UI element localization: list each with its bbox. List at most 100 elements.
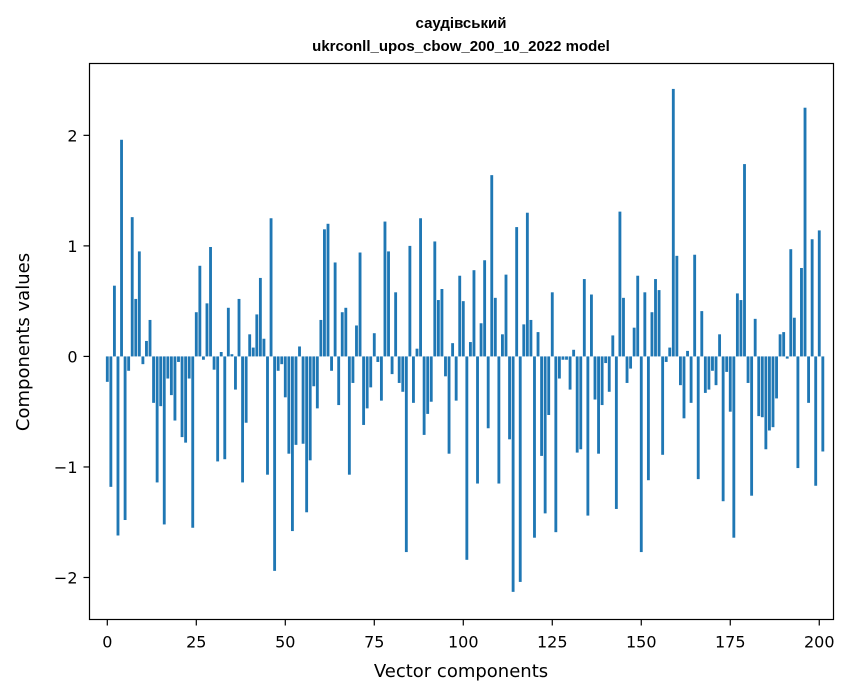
bar <box>735 293 739 357</box>
bar <box>604 356 608 364</box>
bar <box>305 356 309 513</box>
x-tick-label: 75 <box>364 633 384 652</box>
bar <box>703 356 707 393</box>
bar <box>550 292 554 357</box>
bar <box>116 356 120 536</box>
x-axis-ticks: 0 25 50 75 100 125 150 175 200 <box>102 619 835 652</box>
bar <box>810 239 814 357</box>
bar <box>323 229 326 357</box>
bar <box>319 319 323 357</box>
bar <box>611 335 615 357</box>
bar <box>807 356 811 403</box>
bar <box>661 356 665 455</box>
bar <box>120 139 123 357</box>
bar <box>280 356 284 365</box>
bar <box>575 356 579 453</box>
bar <box>244 356 248 423</box>
bar <box>230 354 234 357</box>
bar <box>152 356 155 403</box>
bar <box>743 164 746 357</box>
bar <box>814 356 818 486</box>
y-axis-ticks: −2 −1 0 1 2 <box>54 126 90 587</box>
bar <box>365 356 369 409</box>
bar <box>540 356 544 456</box>
bar <box>490 175 494 357</box>
bar <box>216 356 220 462</box>
chart-title-line-2: ukrconll_upos_cbow_200_10_2022 model <box>312 38 610 55</box>
bar <box>522 324 526 357</box>
bar <box>173 356 177 421</box>
bar <box>668 347 672 357</box>
bar <box>778 334 782 357</box>
bar <box>451 343 455 357</box>
bar <box>764 356 768 450</box>
bar <box>671 88 675 357</box>
bar <box>686 350 689 357</box>
bar <box>159 356 163 407</box>
bar <box>557 356 561 379</box>
bar <box>675 255 679 357</box>
bar <box>266 356 269 475</box>
bar <box>301 356 305 444</box>
bar <box>586 356 590 516</box>
bar <box>682 356 686 419</box>
bar <box>746 356 750 383</box>
y-tick-label: 0 <box>67 347 77 366</box>
bar <box>714 356 718 386</box>
x-tick-label: 150 <box>626 633 657 652</box>
bar <box>290 356 294 532</box>
bar <box>383 221 387 357</box>
bar <box>283 356 287 398</box>
bar <box>600 356 604 406</box>
x-tick-label: 200 <box>804 633 835 652</box>
bar <box>739 300 743 357</box>
x-axis-label: Vector components <box>374 661 548 682</box>
bar <box>294 356 298 445</box>
bar <box>397 356 401 383</box>
bar <box>728 356 732 412</box>
bar <box>732 356 736 538</box>
bar <box>433 241 437 357</box>
bar <box>258 277 262 357</box>
y-tick-label: 2 <box>67 126 77 145</box>
bar <box>771 356 775 428</box>
bar <box>636 275 640 357</box>
bar <box>593 356 597 400</box>
bar <box>223 356 227 460</box>
bar <box>422 356 426 435</box>
bar <box>800 267 803 357</box>
bar <box>622 297 625 357</box>
bar <box>486 356 490 429</box>
bar <box>625 356 629 383</box>
bar <box>582 279 586 357</box>
bar <box>693 254 697 357</box>
bar <box>468 342 472 357</box>
bar <box>273 356 277 571</box>
bar <box>689 356 693 403</box>
bar <box>565 356 568 360</box>
bar <box>148 319 152 357</box>
bar <box>187 356 191 379</box>
bar <box>725 356 729 372</box>
bar <box>568 356 572 390</box>
bar <box>707 356 711 390</box>
bar <box>768 356 771 431</box>
bar <box>618 211 622 357</box>
bar <box>226 307 230 357</box>
bar <box>376 356 380 362</box>
bar <box>109 356 113 487</box>
x-tick-label: 125 <box>537 633 568 652</box>
bar <box>127 356 131 371</box>
bar <box>696 356 700 480</box>
bar <box>782 332 786 357</box>
bar <box>298 346 301 357</box>
bar <box>237 298 241 357</box>
bar <box>821 356 825 452</box>
bar <box>479 323 483 357</box>
bar <box>358 252 362 357</box>
bar <box>444 356 447 377</box>
bar <box>362 356 366 425</box>
bar <box>529 319 533 357</box>
bar <box>629 356 633 369</box>
bar <box>750 356 754 496</box>
